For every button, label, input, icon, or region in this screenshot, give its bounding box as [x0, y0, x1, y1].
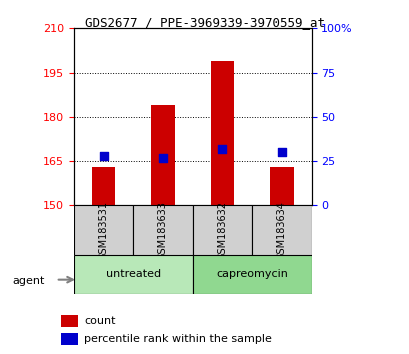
Text: untreated: untreated — [106, 269, 160, 279]
Point — [278, 149, 285, 155]
FancyBboxPatch shape — [252, 205, 311, 255]
Point — [100, 153, 106, 159]
FancyBboxPatch shape — [192, 255, 311, 294]
Text: GSM183633: GSM183633 — [157, 201, 168, 259]
Text: GSM183634: GSM183634 — [276, 201, 286, 259]
Text: count: count — [84, 316, 116, 326]
Bar — [151, 105, 175, 205]
FancyBboxPatch shape — [192, 205, 252, 255]
FancyBboxPatch shape — [133, 205, 192, 255]
Text: GSM183531: GSM183531 — [98, 201, 108, 259]
Bar — [61, 315, 78, 327]
Bar — [61, 333, 78, 345]
Text: percentile rank within the sample: percentile rank within the sample — [84, 334, 272, 344]
FancyBboxPatch shape — [74, 255, 192, 294]
Text: GSM183632: GSM183632 — [217, 201, 227, 259]
Text: GDS2677 / PPE-3969339-3970559_at: GDS2677 / PPE-3969339-3970559_at — [85, 16, 324, 29]
Text: agent: agent — [12, 276, 45, 286]
Text: capreomycin: capreomycin — [216, 269, 288, 279]
Point — [218, 146, 225, 152]
FancyBboxPatch shape — [74, 205, 133, 255]
Bar — [210, 61, 234, 205]
Point — [159, 155, 166, 160]
Bar — [269, 167, 293, 205]
Bar — [91, 167, 115, 205]
